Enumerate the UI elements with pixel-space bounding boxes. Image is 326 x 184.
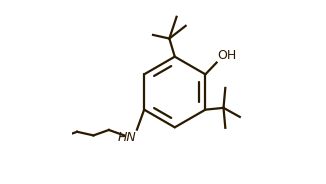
Text: HN: HN xyxy=(117,131,136,144)
Text: OH: OH xyxy=(217,49,237,62)
